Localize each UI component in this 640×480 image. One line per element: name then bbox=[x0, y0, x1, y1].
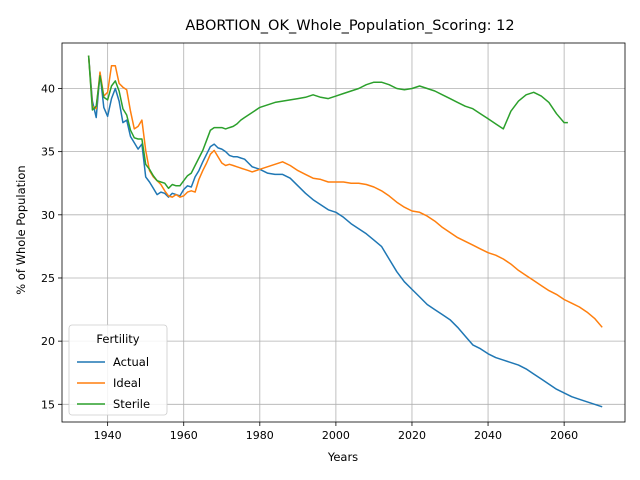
y-tick-label: 40 bbox=[41, 82, 55, 95]
legend-label-actual: Actual bbox=[113, 355, 149, 369]
series-line-ideal bbox=[87, 55, 603, 328]
y-axis: 15 20 25 30 35 40 bbox=[41, 82, 62, 411]
x-tick-label: 2000 bbox=[322, 429, 350, 442]
plot-area bbox=[61, 42, 626, 423]
legend-box bbox=[68, 324, 168, 416]
x-axis: 1940 1960 1980 2000 2020 2040 2060 bbox=[94, 422, 578, 442]
x-tick-label: 2040 bbox=[474, 429, 502, 442]
series-lines bbox=[87, 55, 603, 408]
x-tick-label: 2060 bbox=[550, 429, 578, 442]
x-tick-label: 1980 bbox=[246, 429, 274, 442]
legend: Fertility Actual Ideal Sterile bbox=[68, 324, 168, 416]
y-tick-label: 35 bbox=[41, 146, 55, 159]
y-axis-label: % of Whole Population bbox=[14, 165, 28, 294]
y-tick-label: 15 bbox=[41, 398, 55, 411]
legend-label-sterile: Sterile bbox=[113, 397, 150, 411]
x-axis-label: Years bbox=[327, 450, 358, 464]
y-tick-label: 25 bbox=[41, 272, 55, 285]
x-tick-label: 1940 bbox=[94, 429, 122, 442]
y-tick-label: 20 bbox=[41, 335, 55, 348]
series-line-sterile bbox=[87, 55, 568, 190]
legend-label-ideal: Ideal bbox=[113, 376, 141, 390]
x-tick-label: 1960 bbox=[170, 429, 198, 442]
series-line-actual bbox=[87, 55, 603, 408]
chart-title: ABORTION_OK_Whole_Population_Scoring: 12 bbox=[185, 18, 514, 34]
x-tick-label: 2020 bbox=[398, 429, 426, 442]
y-tick-label: 30 bbox=[41, 209, 55, 222]
legend-title: Fertility bbox=[96, 332, 139, 346]
